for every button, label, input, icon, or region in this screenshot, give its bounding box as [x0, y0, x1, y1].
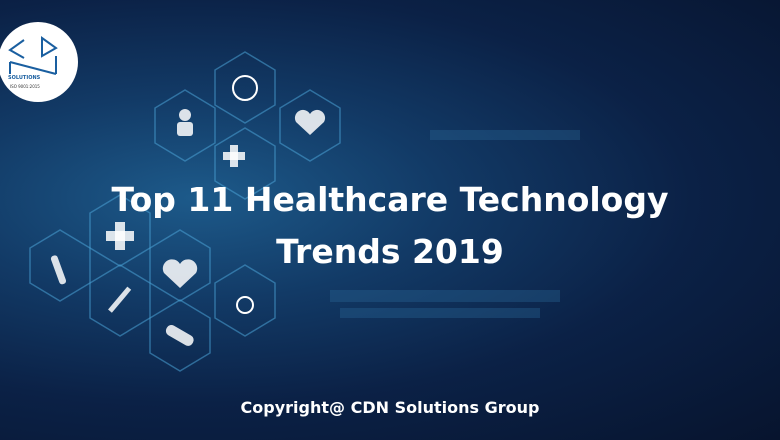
hexagon [89, 194, 151, 267]
page-title: Top 11 Healthcare Technology Trends 2019 [0, 174, 780, 278]
syringe-icon [108, 286, 132, 313]
wheelchair-icon [236, 296, 254, 314]
logo-tagline: SOLUTIONS [8, 75, 41, 81]
hexagon [279, 89, 341, 162]
hexagon [89, 264, 151, 337]
test-tube-icon [50, 255, 67, 285]
heart-icon [294, 109, 326, 135]
brain-icon [232, 75, 258, 101]
hexagon [149, 299, 211, 372]
cdn-logo-mark [8, 36, 58, 75]
heart-plus-icon [162, 259, 198, 288]
copyright-text: Copyright@ CDN Solutions Group [240, 398, 540, 417]
hexagon [214, 51, 276, 124]
logo-certification: ISO 9001:2015 [10, 84, 40, 89]
title-line-2: Trends 2019 [276, 232, 504, 271]
hexagon [29, 229, 91, 302]
hexagon [154, 89, 216, 162]
pill-icon [165, 325, 194, 346]
hexagon [214, 264, 276, 337]
title-line-1: Top 11 Healthcare Technology [111, 180, 669, 219]
company-logo: SOLUTIONS ISO 9001:2015 [0, 22, 78, 102]
hexagon [214, 127, 276, 200]
hexagon [149, 229, 211, 302]
doctor-icon [179, 109, 191, 121]
